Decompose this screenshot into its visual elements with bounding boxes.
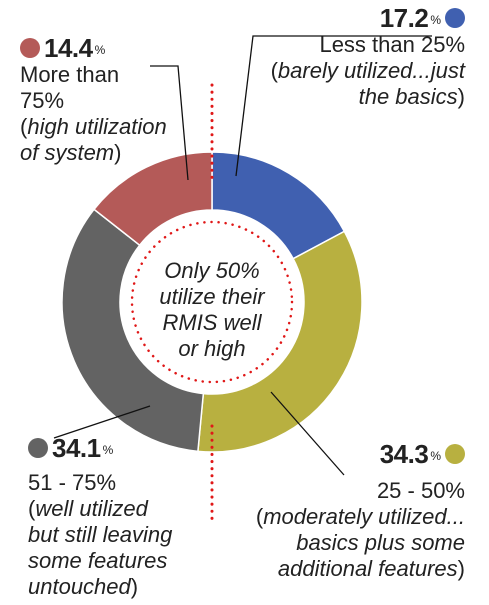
slice-sublabel-line-2: basics plus some: [296, 530, 465, 555]
legend-dot-red: [20, 38, 40, 58]
slice-sublabel-line-3: some features: [28, 548, 168, 573]
percent-sign: %: [102, 443, 114, 457]
slice-label-line-1: More than: [20, 62, 120, 87]
center-label-line-1: Only 50%: [164, 258, 259, 283]
center-label-line-4: or high: [178, 336, 245, 361]
caption-pct-row: 14.4 %: [20, 34, 167, 62]
legend-dot-olive: [445, 444, 465, 464]
legend-dot-blue: [445, 8, 465, 28]
slice-percent: 17.2: [379, 3, 429, 33]
slice-label: 25 - 50%: [376, 478, 465, 503]
leader-line-red: [150, 65, 189, 181]
slice-sublabel-line-1: (moderately utilized...: [255, 504, 465, 529]
percent-sign: %: [430, 13, 441, 27]
slice-2: [61, 208, 205, 453]
leader-line-blue: [235, 35, 432, 177]
center-dotted-ring: [130, 220, 294, 384]
slice-percent: 14.4: [44, 33, 93, 63]
slice-sublabel-line-2: of system): [20, 140, 122, 165]
center-label: Only 50% utilize their RMIS well or high: [159, 258, 266, 361]
slice-3: [93, 151, 213, 247]
caption-pct-row: 34.1 %: [28, 434, 172, 462]
donut-slices: [61, 151, 363, 453]
slice-label: 51 - 75%: [28, 470, 117, 495]
percent-sign: %: [430, 449, 441, 463]
leader-line-olive: [270, 391, 345, 476]
slice-sublabel-line-1: (barely utilized...just: [270, 58, 465, 83]
slice-label-line-2: 75%: [20, 88, 65, 113]
caption-pct-row: 17.2 %: [271, 4, 465, 32]
leader-line-gray: [53, 405, 151, 439]
slice-1: [197, 230, 363, 453]
caption-25-50: 34.3 % 25 - 50% (moderately utilized... …: [256, 440, 465, 582]
center-label-line-3: RMIS well: [162, 310, 262, 335]
caption-pct-row: 34.3 %: [256, 440, 465, 468]
center-label-line-2: utilize their: [159, 284, 266, 309]
guide-lines: [53, 35, 432, 476]
slice-sublabel-line-2: but still leaving: [28, 522, 173, 547]
legend-dot-gray: [28, 438, 48, 458]
slice-sublabel-line-1: (high utilization: [20, 114, 167, 139]
slice-sublabel-line-2: the basics): [358, 84, 465, 109]
slice-percent: 34.3: [379, 439, 429, 469]
slice-sublabel-line-4: untouched): [28, 574, 139, 599]
percent-sign: %: [94, 43, 106, 57]
slice-sublabel-line-1: (well utilized: [28, 496, 148, 521]
slice-sublabel-line-3: additional features): [277, 556, 465, 581]
caption-less-than-25: 17.2 % Less than 25% (barely utilized...…: [271, 4, 465, 110]
caption-51-75: 34.1 % 51 - 75% (well utilized but still…: [28, 434, 172, 600]
slice-label: Less than 25%: [319, 32, 465, 57]
slice-percent: 34.1: [52, 433, 101, 463]
caption-more-than-75: 14.4 % More than 75% (high utilization o…: [20, 34, 167, 166]
